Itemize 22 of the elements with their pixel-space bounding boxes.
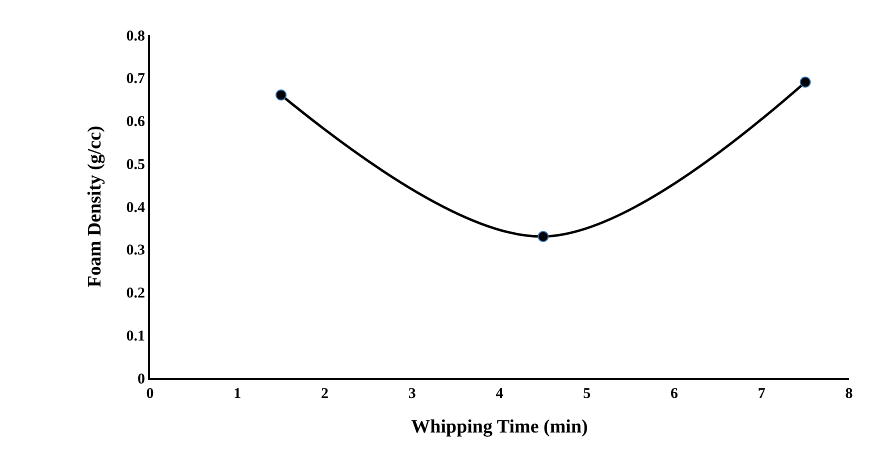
- x-tick-label: 2: [321, 386, 328, 402]
- y-tick-label: 0.5: [126, 156, 145, 173]
- x-axis-title: Whipping Time (min): [411, 416, 588, 438]
- y-axis-title: Foam Density (g/cc): [84, 126, 106, 288]
- y-tick-label: 0: [138, 371, 145, 388]
- y-tick-label: 0.3: [126, 242, 145, 259]
- x-tick-label: 5: [583, 386, 591, 402]
- point: [800, 76, 811, 88]
- y-tick-label: 0.7: [126, 71, 146, 88]
- y-tick-label: 0.8: [126, 28, 145, 44]
- x-tick-label: 7: [758, 386, 766, 402]
- y-tick-label: 0.4: [126, 200, 146, 216]
- point: [276, 90, 287, 101]
- y-tick-label: 0.2: [126, 286, 145, 302]
- x-tick-label: 4: [496, 386, 504, 402]
- y-tick-label: 0.1: [126, 328, 145, 344]
- point: [538, 231, 549, 242]
- x-tick-label: 6: [670, 386, 678, 402]
- y-tick-label: 0.6: [126, 114, 146, 130]
- x-tick-label: 8: [845, 386, 853, 402]
- x-tick-label: 1: [234, 386, 242, 402]
- x-tick-label: 3: [408, 386, 416, 402]
